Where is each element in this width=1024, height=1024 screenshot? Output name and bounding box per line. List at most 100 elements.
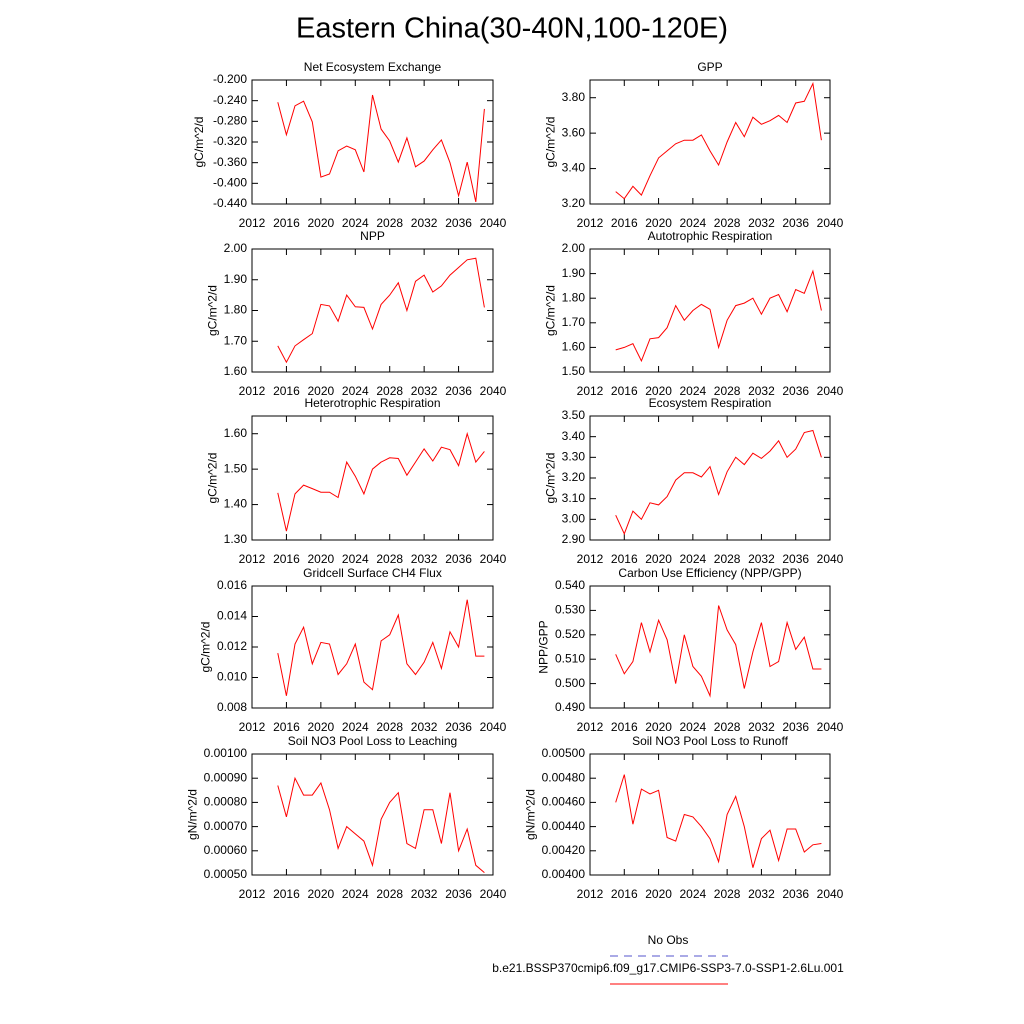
y-tick-label: 1.60 bbox=[224, 426, 248, 440]
x-tick-label: 2024 bbox=[342, 720, 369, 734]
data-line bbox=[615, 81, 822, 200]
x-tick-label: 2020 bbox=[308, 384, 335, 398]
y-tick-label: 0.520 bbox=[555, 627, 585, 641]
x-tick-label: 2032 bbox=[748, 384, 775, 398]
y-tick-label: 0.00090 bbox=[204, 770, 248, 784]
x-tick-label: 2020 bbox=[308, 887, 335, 901]
y-axis-label: gC/m^2/d bbox=[192, 117, 206, 168]
y-tick-label: 3.20 bbox=[562, 196, 586, 210]
legend-label: b.e21.BSSP370cmip6.f09_g17.CMIP6-SSP3-7.… bbox=[492, 961, 844, 975]
x-tick-label: 2040 bbox=[817, 552, 844, 566]
x-tick-label: 2036 bbox=[782, 552, 809, 566]
y-tick-label: 0.510 bbox=[555, 651, 585, 665]
x-tick-label: 2032 bbox=[411, 552, 438, 566]
plot-frame bbox=[589, 415, 831, 541]
y-tick-label: 0.00480 bbox=[542, 770, 586, 784]
x-tick-label: 2040 bbox=[480, 887, 507, 901]
x-tick-label: 2012 bbox=[577, 552, 604, 566]
y-tick-label: 0.00080 bbox=[204, 795, 248, 809]
x-tick-label: 2012 bbox=[239, 887, 266, 901]
y-axis-label: gN/m^2/d bbox=[185, 789, 199, 840]
x-tick-label: 2012 bbox=[577, 384, 604, 398]
x-tick-label: 2040 bbox=[817, 384, 844, 398]
y-tick-label: 3.30 bbox=[562, 450, 586, 464]
panel-title: Gridcell Surface CH4 Flux bbox=[303, 566, 442, 580]
y-tick-label: 1.30 bbox=[224, 532, 248, 546]
x-tick-label: 2016 bbox=[273, 216, 300, 230]
y-tick-label: 3.40 bbox=[562, 161, 586, 175]
x-tick-label: 2024 bbox=[342, 384, 369, 398]
y-tick-label: 1.80 bbox=[562, 290, 586, 304]
y-axis-label: gC/m^2/d bbox=[543, 285, 557, 336]
y-tick-label: 0.00400 bbox=[542, 867, 586, 881]
plot-frame bbox=[589, 79, 831, 205]
y-tick-label: 0.00500 bbox=[542, 746, 586, 760]
x-tick-label: 2012 bbox=[577, 216, 604, 230]
x-tick-label: 2028 bbox=[376, 552, 403, 566]
panel-title: Autotrophic Respiration bbox=[648, 229, 773, 243]
x-tick-label: 2012 bbox=[577, 887, 604, 901]
x-tick-label: 2032 bbox=[411, 720, 438, 734]
y-tick-label: 0.00440 bbox=[542, 819, 586, 833]
x-tick-label: 2028 bbox=[376, 887, 403, 901]
x-tick-label: 2040 bbox=[480, 720, 507, 734]
y-tick-label: 1.50 bbox=[224, 461, 248, 475]
x-tick-label: 2020 bbox=[645, 720, 672, 734]
data-line bbox=[277, 94, 485, 203]
y-tick-label: 0.00460 bbox=[542, 795, 586, 809]
x-tick-label: 2036 bbox=[445, 552, 472, 566]
y-tick-label: -0.280 bbox=[213, 114, 247, 128]
panel-title: Carbon Use Efficiency (NPP/GPP) bbox=[618, 566, 801, 580]
x-tick-label: 2020 bbox=[308, 720, 335, 734]
y-tick-label: 0.500 bbox=[555, 676, 585, 690]
x-tick-label: 2028 bbox=[376, 720, 403, 734]
x-tick-label: 2024 bbox=[342, 216, 369, 230]
y-tick-label: 0.014 bbox=[217, 609, 247, 623]
y-axis-label: NPP/GPP bbox=[537, 620, 551, 673]
data-line bbox=[277, 776, 485, 873]
plot-frame bbox=[251, 753, 494, 876]
panel-title: Heterotrophic Respiration bbox=[304, 396, 440, 410]
x-tick-label: 2028 bbox=[714, 384, 741, 398]
x-tick-label: 2032 bbox=[411, 216, 438, 230]
y-axis-label: gC/m^2/d bbox=[199, 622, 213, 673]
x-tick-label: 2036 bbox=[445, 887, 472, 901]
y-tick-label: 0.012 bbox=[217, 639, 247, 653]
x-tick-label: 2028 bbox=[714, 216, 741, 230]
panel-title: Net Ecosystem Exchange bbox=[304, 60, 442, 74]
y-tick-label: -0.320 bbox=[213, 134, 247, 148]
x-tick-label: 2020 bbox=[645, 216, 672, 230]
y-tick-label: 0.016 bbox=[217, 578, 247, 592]
x-tick-label: 2036 bbox=[445, 720, 472, 734]
y-tick-label: 3.50 bbox=[562, 408, 586, 422]
y-tick-label: -0.400 bbox=[213, 176, 247, 190]
plot-frame bbox=[589, 248, 831, 373]
y-tick-label: 2.00 bbox=[562, 241, 586, 255]
y-tick-label: 3.10 bbox=[562, 491, 586, 505]
data-line bbox=[615, 429, 822, 536]
x-tick-label: 2032 bbox=[748, 552, 775, 566]
data-line bbox=[277, 599, 485, 696]
x-tick-label: 2036 bbox=[445, 216, 472, 230]
y-tick-label: 3.20 bbox=[562, 470, 586, 484]
panel-title: Ecosystem Respiration bbox=[649, 396, 772, 410]
panel-title: Soil NO3 Pool Loss to Runoff bbox=[632, 734, 789, 748]
x-tick-label: 2016 bbox=[273, 384, 300, 398]
y-tick-label: -0.440 bbox=[213, 196, 247, 210]
x-tick-label: 2012 bbox=[577, 720, 604, 734]
plot-frame bbox=[589, 753, 831, 876]
x-tick-label: 2016 bbox=[273, 720, 300, 734]
y-tick-label: 0.490 bbox=[555, 700, 585, 714]
y-tick-label: 0.008 bbox=[217, 700, 247, 714]
panel-title: GPP bbox=[697, 60, 722, 74]
x-tick-label: 2040 bbox=[480, 552, 507, 566]
x-tick-label: 2016 bbox=[611, 216, 638, 230]
x-tick-label: 2036 bbox=[782, 216, 809, 230]
x-tick-label: 2028 bbox=[714, 720, 741, 734]
x-tick-label: 2036 bbox=[782, 720, 809, 734]
y-tick-label: 3.40 bbox=[562, 429, 586, 443]
y-axis-label: gC/m^2/d bbox=[543, 117, 557, 168]
y-tick-label: 2.90 bbox=[562, 532, 586, 546]
data-line bbox=[615, 269, 822, 363]
y-tick-label: -0.360 bbox=[213, 155, 247, 169]
